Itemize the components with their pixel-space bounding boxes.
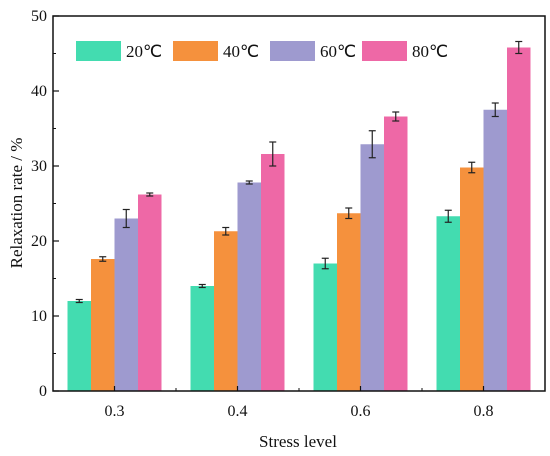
legend-label: 80℃ <box>412 42 448 61</box>
bar <box>384 116 408 391</box>
bar <box>436 216 460 391</box>
bar <box>313 263 337 391</box>
y-tick-label: 10 <box>31 308 47 325</box>
x-tick-label: 0.6 <box>351 403 371 420</box>
bar <box>360 144 384 391</box>
x-tick-label: 0.4 <box>228 403 248 420</box>
bar <box>91 259 115 391</box>
x-axis-title: Stress level <box>259 432 337 451</box>
error-bars-group <box>75 40 523 304</box>
bar <box>114 218 138 391</box>
y-tick-label: 40 <box>31 83 47 100</box>
legend-swatch <box>173 41 218 61</box>
bar <box>483 109 507 391</box>
y-tick-label: 0 <box>39 383 47 400</box>
legend: 20℃ 40℃ 60℃ 80℃ <box>76 41 448 61</box>
legend-swatch <box>362 41 407 61</box>
bar <box>337 213 361 391</box>
axes-group: 0 10 20 30 40 50 0.3 0.4 0.6 0.8 <box>31 8 546 420</box>
x-tick-label: 0.3 <box>105 403 125 420</box>
bar <box>261 154 285 391</box>
legend-label: 40℃ <box>223 42 259 61</box>
legend-swatch <box>76 41 121 61</box>
y-tick-label: 30 <box>31 158 47 175</box>
bars-group <box>67 47 531 391</box>
legend-label: 20℃ <box>126 42 162 61</box>
bar <box>67 301 91 391</box>
x-tick-label: 0.8 <box>474 403 494 420</box>
y-tick-label: 50 <box>31 8 47 25</box>
bar <box>507 47 531 391</box>
bar <box>460 167 484 391</box>
bar <box>190 286 214 391</box>
y-tick-label: 20 <box>31 233 47 250</box>
bar <box>138 194 162 391</box>
bar <box>237 182 261 391</box>
legend-label: 60℃ <box>320 42 356 61</box>
legend-swatch <box>270 41 315 61</box>
y-axis-title: Relaxation rate / % <box>7 138 26 269</box>
bar <box>214 231 238 391</box>
